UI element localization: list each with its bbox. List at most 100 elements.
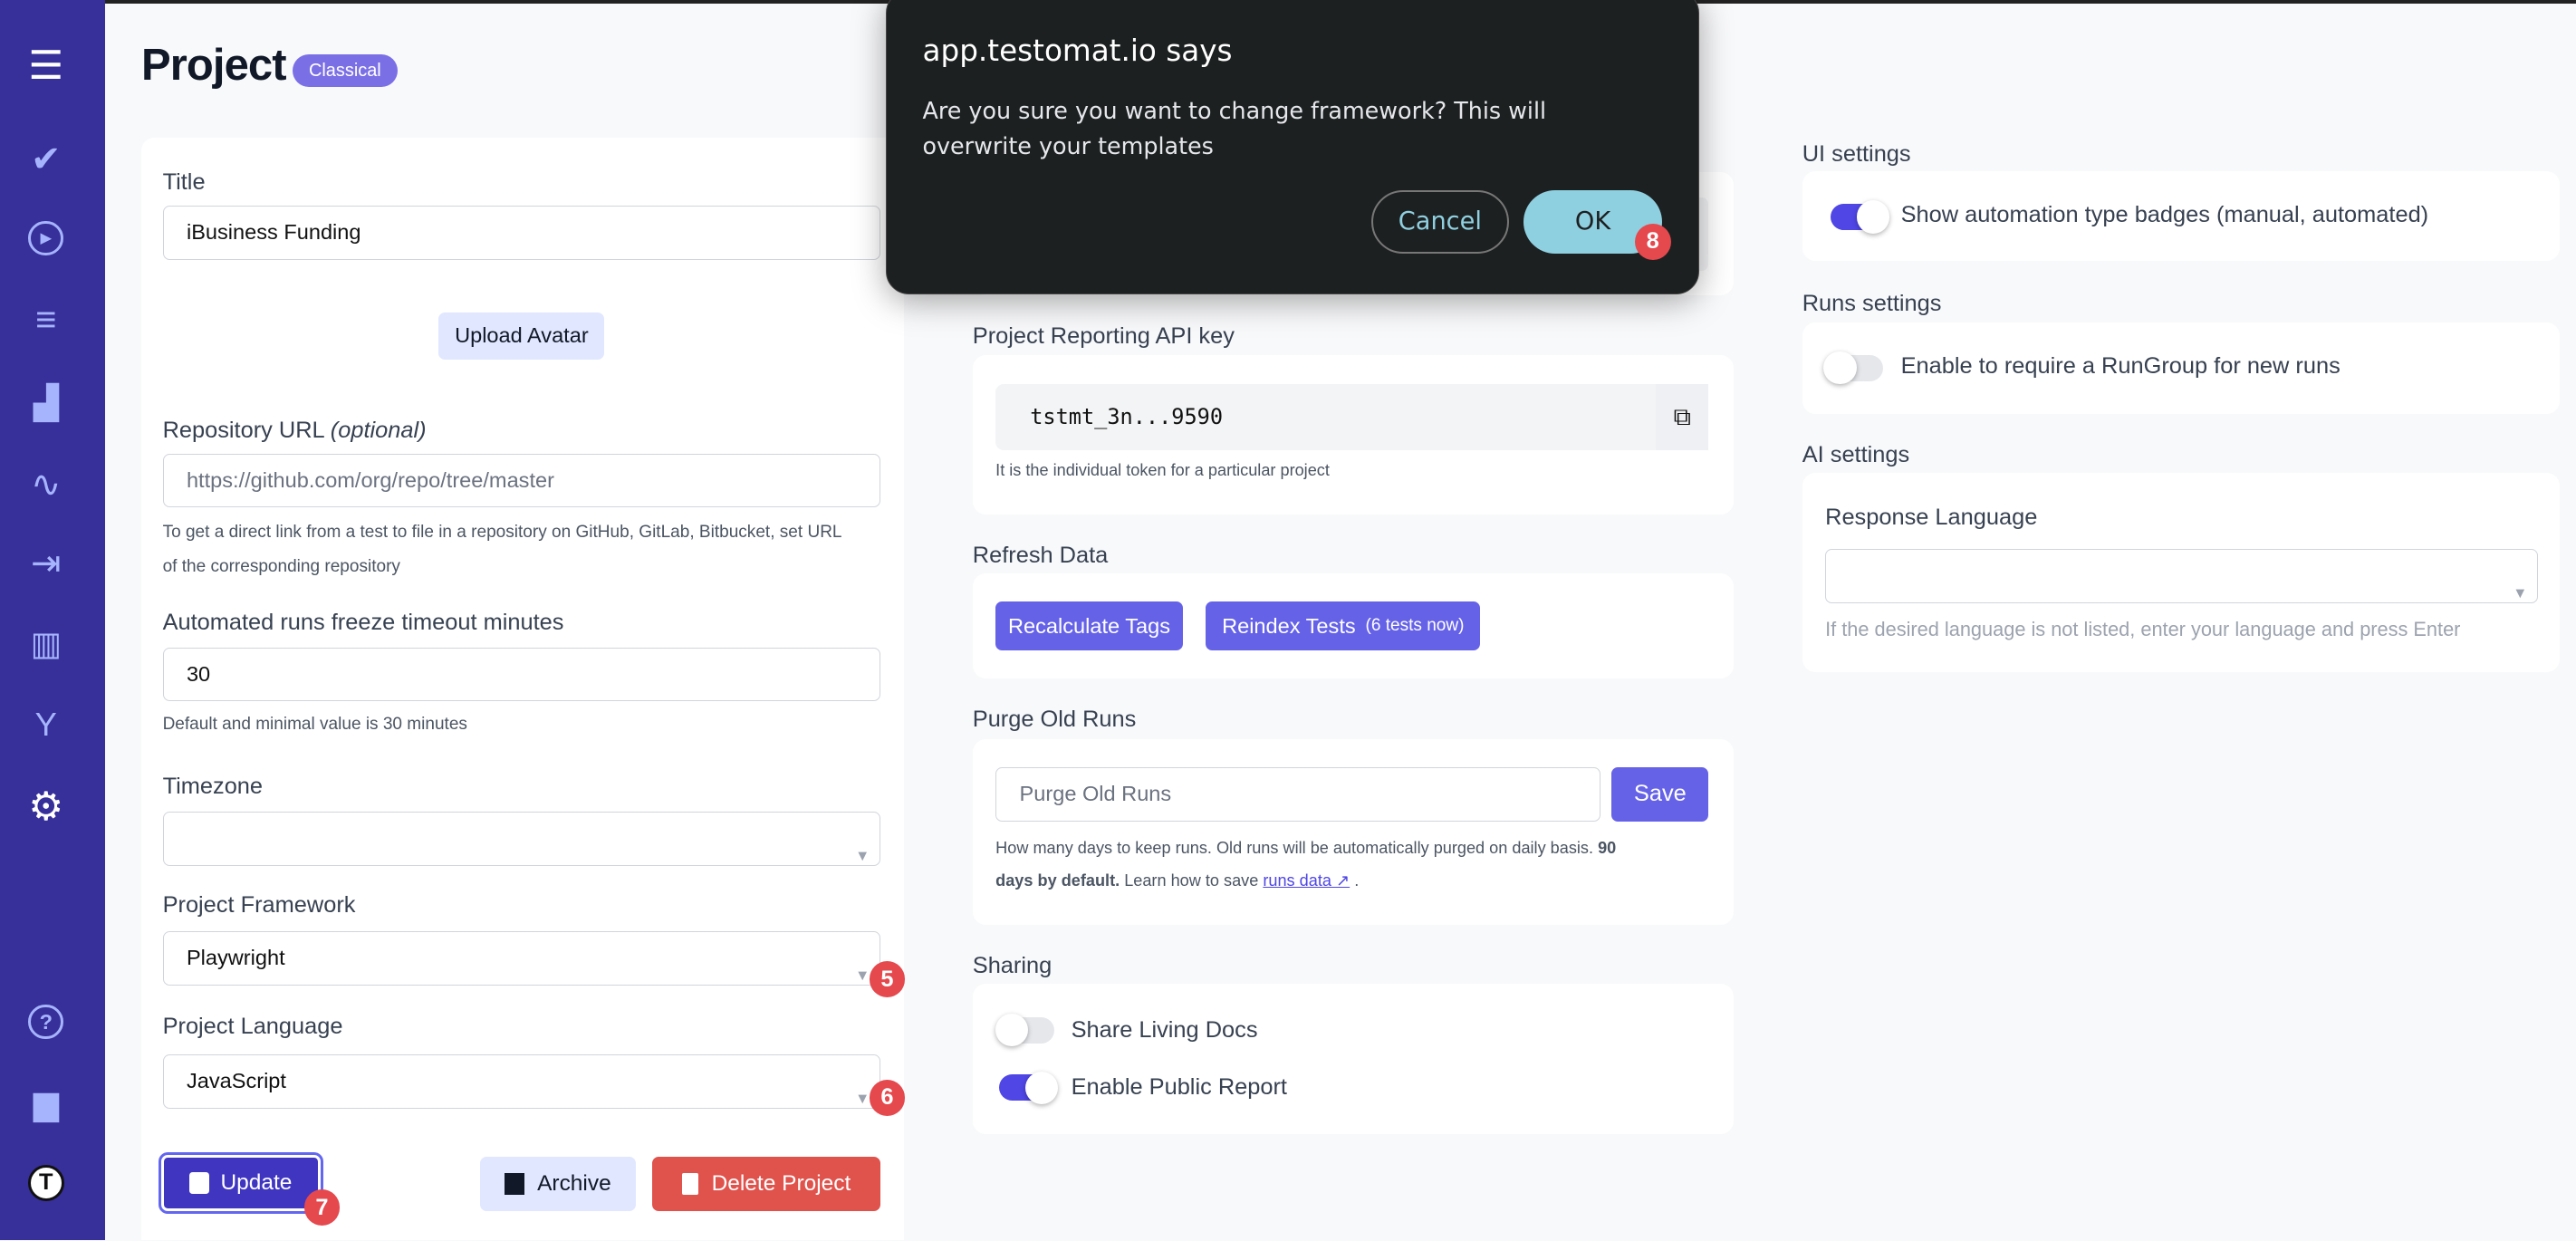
sidebar: ☰ ✔ ▶ ≡ ▟ ∿ ⇥ ▥ Y ⚙ ? ▆ T <box>0 0 106 1241</box>
ai-settings-label: AI settings <box>1802 441 1910 467</box>
step-marker-8: 8 <box>1634 223 1671 260</box>
recalculate-tags-button[interactable]: Recalculate Tags <box>995 601 1183 651</box>
help-icon[interactable]: ? <box>26 1002 66 1042</box>
external-link-icon: ↗ <box>1335 871 1350 890</box>
menu-icon[interactable]: ☰ <box>28 43 64 88</box>
purge-save-button[interactable]: Save <box>1611 767 1709 822</box>
checklist-icon[interactable]: ≡ <box>35 300 57 341</box>
api-key-help: It is the individual token for a particu… <box>995 460 1330 479</box>
upload-avatar-button[interactable]: Upload Avatar <box>438 312 605 361</box>
analytics-icon[interactable]: ▥ <box>30 625 62 663</box>
framework-label: Project Framework <box>162 891 356 918</box>
toggle-knob <box>995 1014 1029 1047</box>
play-circle-icon[interactable]: ▶ <box>26 218 66 258</box>
purge-help-line-2: days by default. Learn how to save runs … <box>995 864 1359 897</box>
sharing-label: Sharing <box>972 953 1053 978</box>
repo-label-text: Repository URL <box>162 417 324 443</box>
purge-help-text: How many days to keep runs. Old runs wil… <box>995 838 1594 857</box>
optional-hint: (optional) <box>330 417 427 443</box>
share-living-docs-label: Share Living Docs <box>1071 1016 1258 1043</box>
timezone-select[interactable]: ▼ <box>162 812 881 866</box>
api-key-section-label: Project Reporting API key <box>972 323 1235 350</box>
play-glyph: ▶ <box>28 220 64 256</box>
link-text: runs data <box>1263 871 1331 890</box>
pulse-icon[interactable]: ∿ <box>31 465 62 505</box>
purge-help-bold-2: days by default. <box>995 871 1120 890</box>
check-icon[interactable]: ✔ <box>31 139 62 179</box>
response-language-hint: If the desired language is not listed, e… <box>1825 617 2461 640</box>
page-title: Project <box>140 40 287 90</box>
response-language-select[interactable]: ▼ <box>1825 548 2539 603</box>
import-icon[interactable]: ⇥ <box>31 544 62 584</box>
branch-icon[interactable]: Y <box>34 705 57 743</box>
chevron-down-icon: ▼ <box>855 967 870 985</box>
step-marker-7: 7 <box>303 1189 341 1227</box>
public-report-label: Enable Public Report <box>1071 1074 1287 1101</box>
sharing-card <box>972 984 1734 1134</box>
language-label: Project Language <box>162 1014 343 1040</box>
runs-data-link[interactable]: runs data ↗ <box>1263 871 1350 890</box>
step-marker-6: 6 <box>869 1079 906 1116</box>
title-input[interactable]: iBusiness Funding <box>162 205 881 260</box>
save-icon <box>189 1172 209 1194</box>
archive-label: Archive <box>537 1170 611 1196</box>
projects-folder-icon[interactable]: ▆ <box>33 1083 59 1121</box>
freeze-timeout-input[interactable]: 30 <box>162 647 881 702</box>
delete-label: Delete Project <box>711 1170 851 1196</box>
timezone-label: Timezone <box>162 774 264 800</box>
automation-badges-toggle[interactable] <box>1830 200 1889 234</box>
chevron-down-icon: ▼ <box>2513 584 2528 601</box>
repository-url-label: Repository URL (optional) <box>163 418 427 444</box>
project-type-badge: Classical <box>292 53 398 88</box>
title-label: Title <box>162 168 206 195</box>
archive-button[interactable]: Archive <box>479 1156 636 1211</box>
purge-old-runs-label: Purge Old Runs <box>972 706 1137 732</box>
purge-help-end: . <box>1354 871 1360 890</box>
logo-glyph: T <box>27 1164 64 1201</box>
toggle-knob <box>1856 200 1889 234</box>
ui-settings-card <box>1802 170 2560 262</box>
rungroup-required-toggle[interactable] <box>1823 351 1883 385</box>
chevron-down-icon: ▼ <box>855 847 870 864</box>
toggle-knob <box>1823 351 1857 385</box>
public-report-toggle[interactable] <box>998 1071 1059 1104</box>
reindex-label: Reindex Tests <box>1222 613 1356 638</box>
reindex-count: (6 tests now) <box>1365 616 1465 636</box>
freeze-timeout-label: Automated runs freeze timeout minutes <box>162 609 564 635</box>
purge-days-input[interactable]: Purge Old Runs <box>995 767 1600 822</box>
steps-icon[interactable]: ▟ <box>33 383 59 421</box>
dialog-cancel-button[interactable]: Cancel <box>1370 189 1510 255</box>
refresh-data-label: Refresh Data <box>972 542 1109 568</box>
delete-project-button[interactable]: Delete Project <box>652 1156 881 1211</box>
dialog-message: Are you sure you want to change framewor… <box>922 96 1547 160</box>
update-button[interactable]: Update <box>158 1152 323 1214</box>
ui-settings-label: UI settings <box>1802 140 1911 167</box>
automation-badges-label: Show automation type badges (manual, aut… <box>1900 202 2429 228</box>
repo-help-line-2: of the corresponding repository <box>162 556 400 576</box>
response-language-label: Response Language <box>1825 504 2038 530</box>
repo-help-line-1: To get a direct link from a test to file… <box>162 522 842 542</box>
purge-help-line-1: How many days to keep runs. Old runs wil… <box>995 832 1616 864</box>
copy-icon[interactable]: ⧉ <box>1656 384 1709 450</box>
repository-url-input[interactable]: https://github.com/org/repo/tree/master <box>162 453 881 508</box>
purge-help-text-2: Learn how to save <box>1124 871 1259 890</box>
language-value: JavaScript <box>186 1069 286 1093</box>
language-select[interactable]: JavaScript ▼ <box>162 1054 881 1110</box>
gear-icon[interactable]: ⚙ <box>28 784 64 829</box>
purge-help-bold: 90 <box>1598 838 1617 857</box>
runs-settings-label: Runs settings <box>1802 291 1942 317</box>
testomat-logo-icon[interactable]: T <box>26 1163 66 1203</box>
rungroup-required-label: Enable to require a RunGroup for new run… <box>1900 352 2341 379</box>
framework-select[interactable]: Playwright ▼ <box>162 931 881 986</box>
api-key-field[interactable]: tstmt_3n...9590 ⧉ <box>995 384 1709 450</box>
confirm-dialog: app.testomat.io says Are you sure you wa… <box>885 0 1699 294</box>
share-living-docs-toggle[interactable] <box>995 1014 1055 1047</box>
dialog-title: app.testomat.io says <box>922 34 1233 69</box>
reindex-tests-button[interactable]: Reindex Tests (6 tests now) <box>1206 601 1481 651</box>
update-label: Update <box>220 1169 293 1195</box>
api-key-value: tstmt_3n...9590 <box>1030 404 1224 430</box>
step-marker-5: 5 <box>869 961 906 997</box>
chevron-down-icon: ▼ <box>855 1091 870 1108</box>
trash-icon <box>681 1173 699 1195</box>
help-glyph: ? <box>28 1004 64 1040</box>
